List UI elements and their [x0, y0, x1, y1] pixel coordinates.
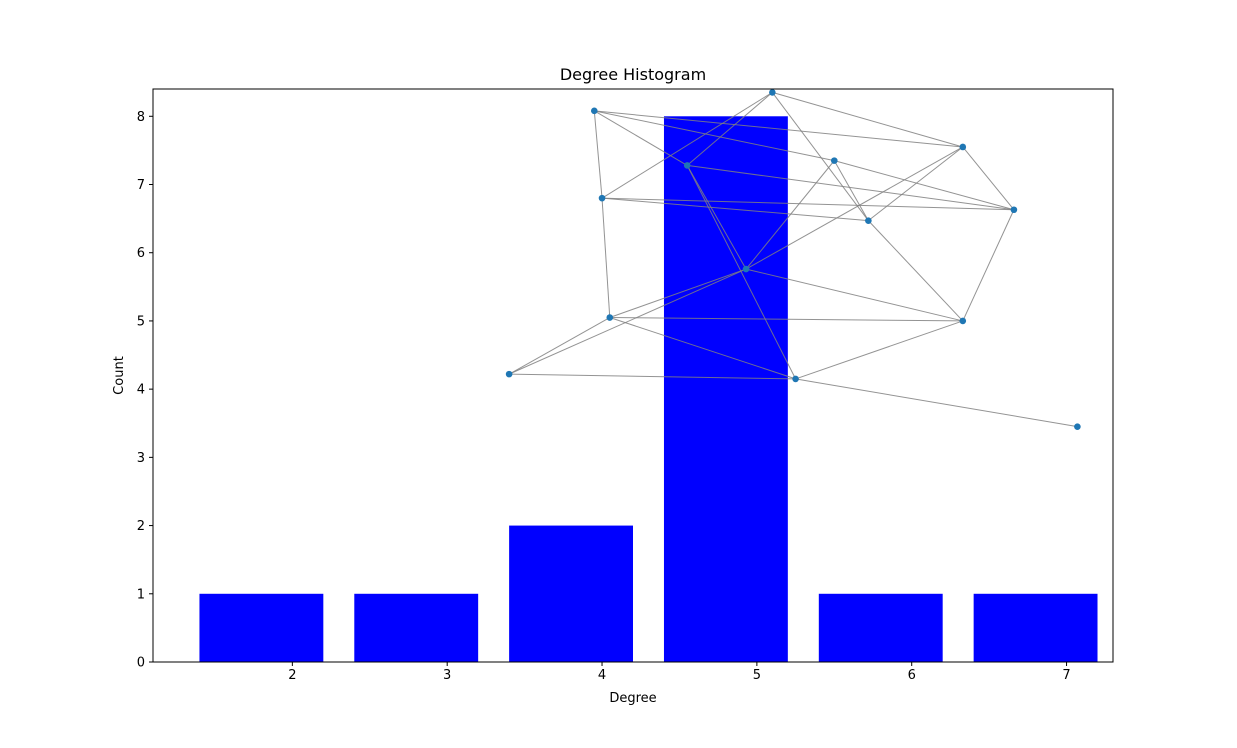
graph-node: [683, 162, 691, 169]
graph-edge: [962, 209, 1015, 322]
inset-graph-layer: [505, 89, 1081, 430]
graph-node: [606, 314, 614, 321]
x-ticks-layer: 2 3 4 5 6 7: [288, 662, 1071, 683]
graph-edge: [772, 91, 963, 148]
graph-edge: [601, 198, 611, 318]
graph-edge: [508, 317, 611, 375]
x-tick-label: 7: [1062, 668, 1070, 683]
y-tick-label: 2: [137, 519, 145, 534]
y-tick-label: 5: [137, 314, 145, 329]
bar-1: [199, 593, 324, 662]
graph-edge: [686, 165, 747, 270]
graph-node: [1074, 423, 1081, 430]
graph-edge: [609, 317, 963, 322]
graph-node: [769, 89, 776, 96]
graph-edge: [609, 268, 747, 318]
graph-edge: [594, 110, 963, 148]
graph-node: [959, 317, 967, 325]
y-axis-label: Count: [112, 356, 127, 395]
graph-edge: [795, 378, 1078, 428]
bars-layer: [199, 116, 1098, 663]
chart-title: Degree Histogram: [560, 65, 706, 84]
graph-edge: [867, 220, 964, 322]
graph-edge: [601, 197, 869, 222]
graph-edge: [508, 268, 747, 375]
bar-6: [973, 593, 1098, 662]
graph-node: [830, 157, 838, 164]
y-tick-label: 7: [137, 178, 145, 193]
graph-edge: [962, 146, 1015, 211]
graph-edge: [601, 91, 773, 199]
graph-edge: [687, 164, 1014, 211]
graph-edge: [833, 160, 869, 221]
x-tick-label: 6: [908, 668, 916, 683]
graph-node: [959, 143, 967, 151]
graph-edge: [594, 110, 835, 162]
y-tick-label: 1: [137, 587, 145, 602]
graph-node: [865, 217, 872, 224]
x-tick-label: 2: [288, 668, 296, 683]
y-tick-label: 8: [137, 110, 145, 125]
graph-edge: [745, 268, 963, 322]
bar-2: [354, 593, 479, 662]
graph-node: [505, 370, 513, 378]
graph-edge: [609, 317, 796, 380]
x-axis-label: Degree: [609, 691, 656, 706]
graph-edge: [868, 146, 964, 222]
x-tick-label: 3: [443, 668, 451, 683]
bar-5: [818, 593, 943, 662]
graph-edge: [745, 146, 964, 270]
axes-frame: [152, 88, 1114, 663]
y-tick-label: 4: [137, 383, 145, 398]
y-tick-label: 0: [137, 656, 145, 671]
graph-node: [590, 107, 598, 115]
graph-node: [792, 375, 799, 383]
graph-edge: [594, 110, 688, 166]
graph-edge: [593, 110, 603, 199]
graph-node: [598, 194, 606, 202]
graph-node: [742, 265, 750, 273]
graph-node: [1010, 206, 1018, 214]
graph-edge: [834, 160, 1015, 211]
y-ticks-layer: 0 1 2 3 4 5 6 7 8: [137, 110, 153, 671]
x-tick-label: 4: [598, 668, 606, 683]
y-tick-label: 6: [137, 246, 145, 261]
bar-4: [663, 116, 788, 663]
graph-edge: [509, 373, 796, 380]
y-tick-label: 3: [137, 451, 145, 466]
graph-edge: [686, 92, 773, 166]
bar-3: [509, 525, 633, 662]
graph-edge: [745, 160, 835, 270]
graph-edge: [771, 92, 869, 221]
graph-edge: [602, 197, 1014, 211]
x-tick-label: 5: [753, 668, 761, 683]
graph-edge: [795, 320, 963, 380]
